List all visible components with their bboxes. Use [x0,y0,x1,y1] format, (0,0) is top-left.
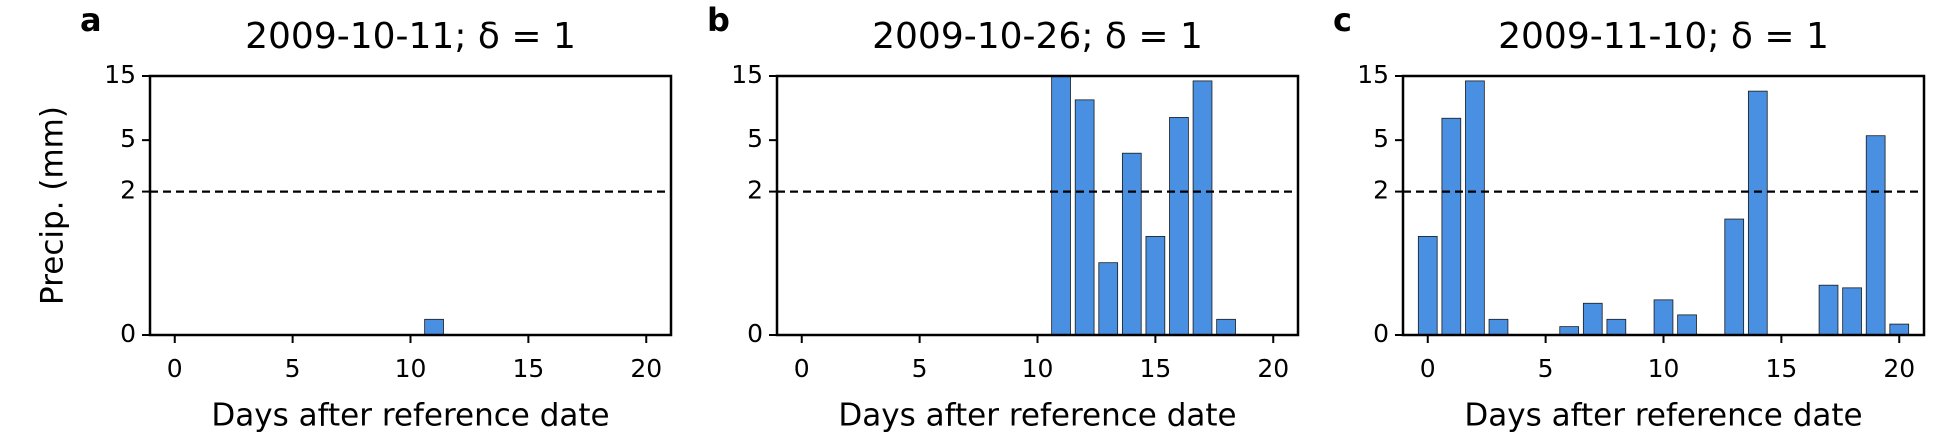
x-tick-label: 20 [630,354,662,383]
y-tick-label: 2 [747,176,763,205]
bar [1417,236,1438,336]
chart-title: 2009-11-10; δ = 1 [1498,16,1829,57]
x-tick-label: 15 [1765,354,1797,383]
y-tick-label: 2 [1373,176,1389,205]
y-axis-label: Precip. (mm) [35,106,71,305]
bar [1074,99,1095,336]
x-tick-label: 5 [1538,354,1554,383]
x-axis-label: Days after reference date [838,398,1236,434]
y-tick-label: 15 [104,60,136,89]
x-axis-label: Days after reference date [211,398,609,434]
x-tick-label: 10 [395,354,427,383]
bar [1606,318,1627,336]
y-tick-label: 5 [120,124,136,153]
plot-frame [148,74,673,337]
bar [1842,287,1862,336]
x-tick-label: 10 [1648,354,1680,383]
x-tick-label: 0 [167,354,183,383]
bar [1653,299,1674,336]
y-tick-label: 0 [747,319,763,348]
bar [1818,284,1839,336]
x-tick-label: 5 [285,354,301,383]
bar [1216,318,1236,336]
bar [424,318,444,336]
y-tick-label: 5 [1373,124,1389,153]
bar [1169,117,1189,336]
plot-frame [1401,74,1926,337]
y-tick-label: 0 [1373,319,1389,348]
bar [1051,75,1071,336]
panel-label: c [1333,1,1352,39]
bar [1559,326,1580,336]
x-tick-label: 10 [1022,354,1054,383]
bar [1465,80,1485,336]
bar [1865,135,1886,336]
bar [1192,80,1213,336]
bar [1677,314,1697,336]
bar [1889,323,1910,336]
y-tick-label: 2 [120,176,136,205]
bar [1582,302,1603,336]
x-tick-label: 5 [912,354,928,383]
x-tick-label: 20 [1257,354,1289,383]
chart-title: 2009-10-26; δ = 1 [872,16,1203,57]
bar [1747,90,1768,336]
y-tick-label: 15 [731,60,763,89]
bar [1121,152,1142,336]
panel-label: b [707,1,730,39]
y-tick-label: 5 [747,124,763,153]
bar [1145,236,1166,336]
bar [1488,318,1509,336]
x-axis-label: Days after reference date [1464,398,1862,434]
bar [1098,262,1119,336]
x-tick-label: 0 [1420,354,1436,383]
x-tick-label: 0 [794,354,810,383]
y-tick-label: 0 [120,319,136,348]
y-tick-label: 15 [1357,60,1389,89]
chart-title: 2009-10-11; δ = 1 [245,16,576,57]
x-tick-label: 15 [1139,354,1171,383]
bar [1441,117,1462,336]
panel-label: a [80,1,102,39]
x-tick-label: 15 [512,354,544,383]
plot-frame [775,74,1300,337]
x-tick-label: 20 [1883,354,1915,383]
bar [1724,218,1745,336]
